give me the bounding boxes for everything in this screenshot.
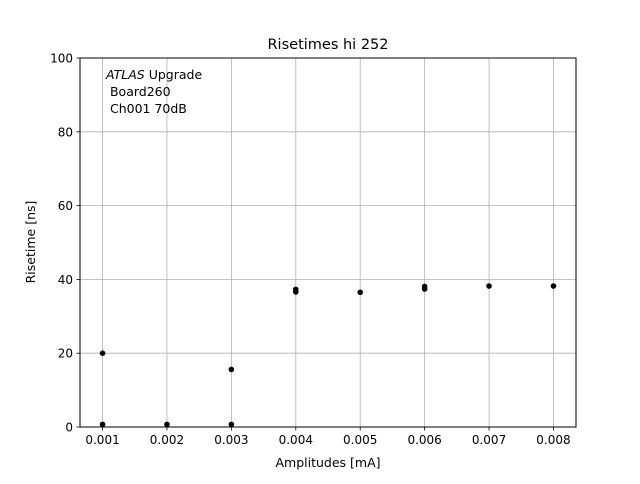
ticks: 0.001 0.002 0.003 0.004 0.005 0.006 0.007 0.008… — [50, 52, 571, 448]
data-point — [99, 421, 106, 428]
y-axis-label: Risetime [ns] — [23, 201, 38, 284]
x-tick-label: 0.008 — [536, 433, 570, 447]
annotation-line-1: ATLAS Upgrade — [105, 67, 202, 82]
annotation-line-3: Ch001 70dB — [106, 101, 187, 116]
data-point — [550, 283, 557, 289]
chart-title: Risetimes hi 252 — [267, 37, 388, 53]
x-tick-label: 0.001 — [85, 433, 119, 447]
data-point — [164, 421, 170, 428]
y-tick-label: 0 — [65, 421, 73, 435]
axes-frame — [79, 57, 577, 428]
data-point — [228, 366, 235, 373]
y-tick-label: 40 — [58, 273, 73, 287]
y-tick-label: 100 — [50, 52, 73, 66]
annotation: ATLAS Upgrade Board260 Ch001 70dB — [105, 67, 202, 116]
x-tick-label: 0.007 — [472, 433, 506, 447]
y-tick-label: 80 — [58, 125, 73, 139]
data-point — [292, 289, 299, 295]
data-point — [357, 289, 364, 296]
data-point — [421, 286, 428, 292]
data-point — [99, 350, 106, 357]
annotation-atlas: ATLAS — [105, 67, 145, 82]
data-points — [99, 283, 557, 428]
y-tick-label: 20 — [58, 347, 73, 361]
x-axis-label: Amplitudes [mA] — [275, 455, 380, 470]
y-tick-label: 60 — [58, 199, 73, 213]
x-tick-label: 0.004 — [279, 433, 313, 447]
data-point — [486, 283, 492, 289]
x-tick-label: 0.006 — [407, 433, 441, 447]
x-tick-label: 0.005 — [343, 433, 377, 447]
annotation-upgrade: Upgrade — [145, 67, 203, 82]
x-tick-label: 0.002 — [150, 433, 184, 447]
annotation-line-2: Board260 — [106, 84, 171, 99]
x-tick-label: 0.003 — [214, 433, 248, 447]
data-point — [228, 421, 235, 428]
